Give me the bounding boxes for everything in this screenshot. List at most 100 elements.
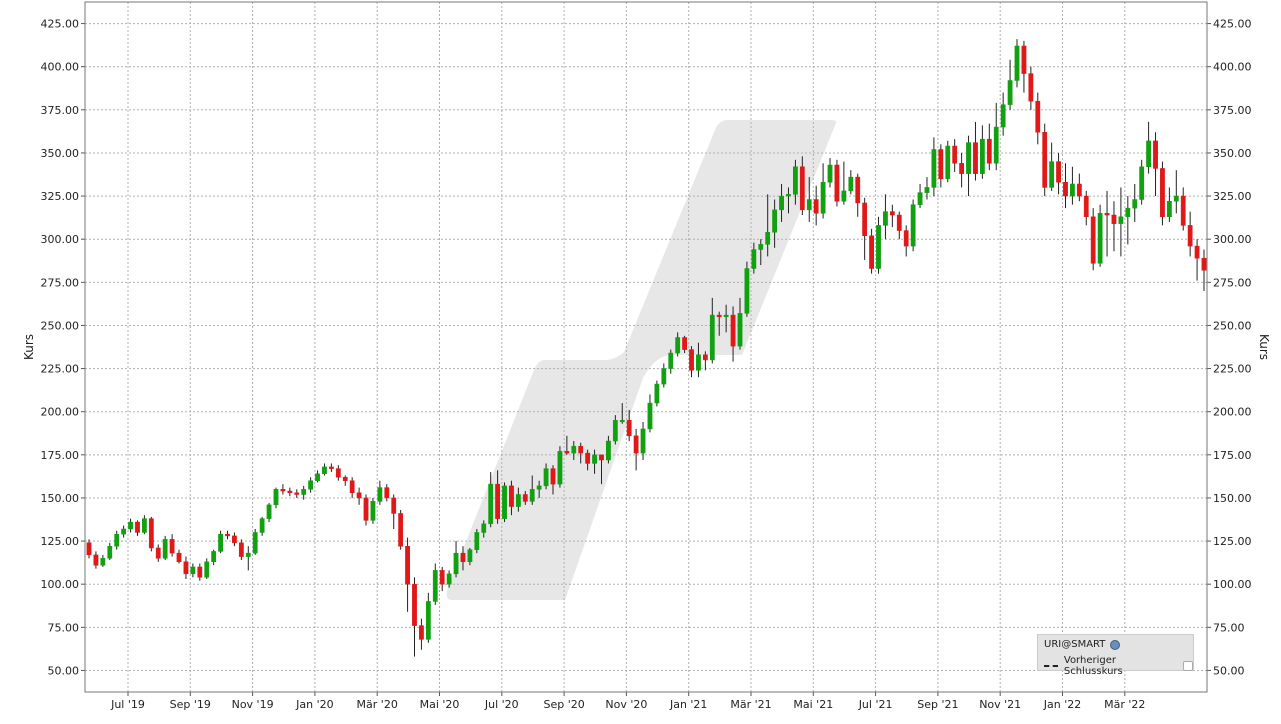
x-tick-label: Sep '20	[543, 698, 584, 711]
candle-body	[661, 368, 667, 385]
candle	[1173, 170, 1179, 214]
candle-body	[723, 314, 729, 318]
candle-body	[1118, 216, 1124, 224]
candle-body	[834, 164, 840, 202]
candle	[190, 563, 196, 578]
candle-body	[384, 487, 390, 499]
x-tick-label: Mär '20	[357, 698, 398, 711]
candle	[841, 161, 847, 205]
candle	[1035, 92, 1041, 145]
globe-icon[interactable]	[1110, 639, 1121, 650]
candle-body	[1049, 161, 1055, 188]
candle-body	[225, 533, 230, 537]
y-tick-label-left: 100.00	[41, 578, 80, 591]
candle-body	[204, 561, 210, 578]
prev-close-toggle[interactable]	[1183, 661, 1193, 671]
candle-body	[467, 549, 473, 563]
candle	[557, 446, 563, 488]
candle-body	[1173, 195, 1179, 202]
candle-body	[148, 518, 154, 549]
candle	[1083, 190, 1089, 226]
candle	[294, 489, 300, 498]
candle	[827, 158, 833, 188]
y-tick-label-right: 225.00	[1213, 363, 1252, 376]
candle	[1104, 190, 1110, 257]
legend: URI@SMART Vorheriger Schlusskurs	[1037, 634, 1194, 677]
candle-body	[162, 539, 168, 559]
candle-body	[1194, 245, 1200, 259]
candle-body	[806, 199, 812, 211]
candle-body	[883, 211, 888, 226]
x-tick-label: Jul '20	[484, 698, 519, 711]
candle	[425, 592, 431, 643]
candle	[453, 541, 459, 578]
y-tick-label-left: 300.00	[41, 233, 80, 246]
y-tick-label-right: 325.00	[1213, 190, 1252, 203]
candle	[405, 537, 410, 612]
candle-body	[612, 420, 618, 442]
candle	[682, 335, 687, 354]
y-tick-label-right: 200.00	[1213, 406, 1252, 419]
y-tick-label-right: 175.00	[1213, 449, 1252, 462]
candle	[301, 485, 307, 500]
candle-body	[682, 337, 687, 350]
dashed-line-icon	[1044, 665, 1058, 667]
candle-body	[453, 552, 459, 575]
candle-body	[183, 561, 189, 575]
candle-body	[945, 145, 951, 180]
candle-body	[294, 492, 300, 495]
candle	[917, 183, 923, 209]
candle-body	[509, 485, 514, 507]
candle-body	[446, 573, 452, 585]
candle-body	[432, 570, 438, 602]
candle	[509, 480, 514, 516]
candle	[1153, 132, 1158, 197]
candle	[793, 159, 798, 205]
x-tick-label: Jul '19	[110, 698, 145, 711]
candle	[1160, 161, 1165, 226]
candle	[723, 304, 729, 333]
candle-body	[737, 313, 743, 347]
candle-body	[751, 249, 757, 269]
candle-body	[1097, 213, 1103, 264]
candle	[848, 170, 854, 195]
candle	[252, 528, 258, 555]
candle	[1187, 211, 1193, 257]
y-tick-label-left: 225.00	[41, 363, 80, 376]
candle	[668, 349, 674, 374]
y-tick-label-left: 125.00	[41, 535, 80, 548]
candle-body	[515, 494, 521, 507]
candle-body	[702, 354, 708, 361]
candle-body	[391, 497, 397, 514]
candle-body	[1104, 213, 1110, 216]
candle-body	[273, 489, 279, 506]
x-tick-label: Nov '21	[979, 698, 1021, 711]
candle-body	[238, 542, 244, 557]
y-tick-label-right: 75.00	[1213, 621, 1245, 634]
y-tick-label-left: 400.00	[41, 61, 80, 74]
candle	[675, 332, 681, 357]
candle	[536, 480, 542, 498]
candle-body	[1070, 183, 1075, 197]
y-tick-label-right: 300.00	[1213, 233, 1252, 246]
candle-body	[1076, 183, 1082, 197]
candle	[148, 516, 154, 552]
candle	[737, 297, 743, 350]
candle-body	[245, 552, 251, 557]
candle-body	[896, 214, 902, 231]
candle	[474, 528, 480, 554]
candle-body	[1014, 45, 1020, 81]
candle	[142, 515, 147, 535]
candle-body	[342, 476, 348, 481]
candle	[564, 435, 570, 455]
candle	[1097, 204, 1103, 267]
candle	[578, 442, 584, 464]
candle	[896, 211, 902, 240]
candle-body	[564, 451, 570, 454]
legend-instrument-label: URI@SMART	[1044, 639, 1106, 650]
candle	[550, 465, 556, 495]
candle-body	[211, 551, 217, 563]
candle-body	[176, 552, 182, 563]
candle	[1132, 183, 1138, 222]
candle	[273, 487, 279, 509]
